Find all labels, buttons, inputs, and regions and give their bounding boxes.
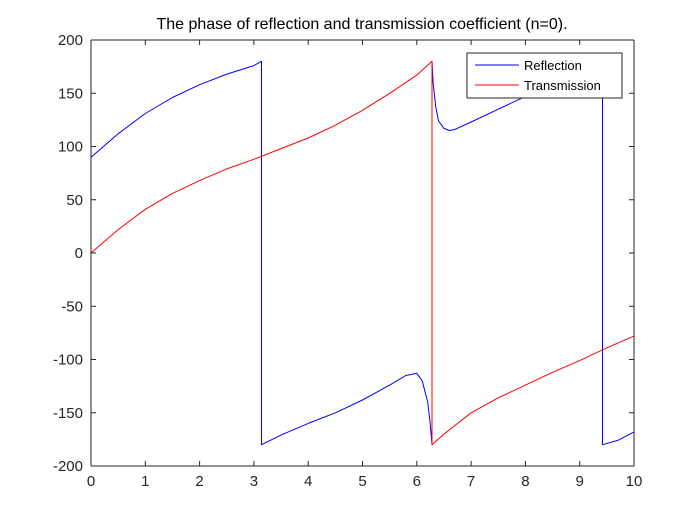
y-tick-label: -200: [53, 458, 83, 475]
plot-area: [91, 40, 634, 466]
legend-label-reflection: Reflection: [524, 58, 582, 73]
legend-label-transmission: Transmission: [524, 78, 601, 93]
x-tick-label: 8: [521, 473, 529, 490]
y-tick-label: 100: [58, 139, 83, 156]
y-tick-label: 200: [58, 32, 83, 49]
y-tick-label: -50: [61, 298, 83, 315]
chart-title: The phase of reflection and transmission…: [156, 16, 567, 33]
x-tick-label: 0: [87, 473, 95, 490]
legend-box: [466, 52, 623, 99]
legend: Reflection Transmission: [466, 52, 623, 99]
x-tick-label: 9: [576, 473, 584, 490]
y-tick-label: 0: [75, 245, 83, 262]
x-tick-label: 2: [195, 473, 203, 490]
axes-layer: 0 1 2 3 4 5 6 7 8 9 10 -200 -150 -100 -50 0 50 100 150 200: [53, 32, 642, 490]
y-tick-label: -150: [53, 405, 83, 422]
x-tick-label: 3: [250, 473, 258, 490]
series-line-transmission: [90, 60, 635, 446]
x-tick-label: 7: [467, 473, 475, 490]
y-tick-label: -100: [53, 352, 83, 369]
x-tick-label: 5: [358, 473, 366, 490]
x-tick-label: 1: [141, 473, 149, 490]
x-tick-label: 6: [413, 473, 421, 490]
y-tick-label: 50: [66, 192, 83, 209]
x-tick-label: 4: [304, 473, 312, 490]
y-tick-label: 150: [58, 85, 83, 102]
x-tick-label: 10: [626, 473, 643, 490]
